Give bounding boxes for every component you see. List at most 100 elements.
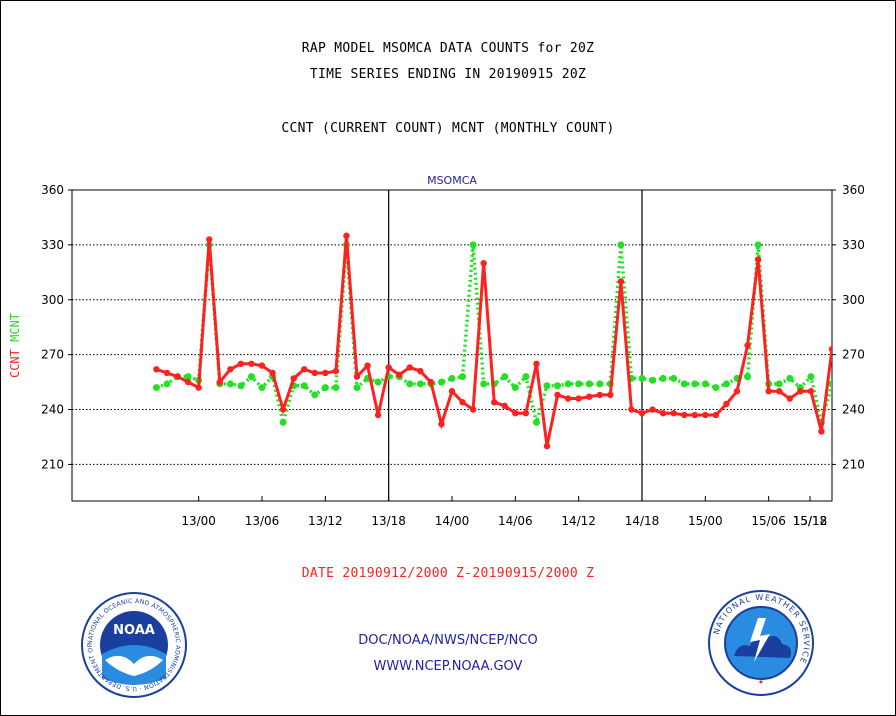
y-axis-label-ccnt: CCNT (8, 349, 22, 378)
chart-subtitle: CCNT (CURRENT COUNT) MCNT (MONTHLY COUNT… (281, 121, 615, 136)
data-point-ccnt (617, 278, 625, 285)
data-point-ccnt (269, 369, 276, 377)
data-point-mcnt (543, 382, 551, 390)
x-tick-label: 15/06 (751, 514, 786, 528)
data-point-ccnt (860, 390, 866, 396)
y-tick-label-right: 240 (842, 403, 865, 417)
data-point-mcnt (416, 380, 424, 388)
data-point-mcnt (754, 241, 762, 249)
data-point-ccnt (227, 366, 234, 373)
data-point-ccnt (332, 367, 340, 375)
data-point-mcnt (585, 380, 593, 388)
y-tick-label-right: 210 (842, 457, 865, 471)
data-point-mcnt (480, 380, 488, 388)
data-point-ccnt (681, 411, 688, 419)
series-mcnt (152, 241, 896, 430)
data-point-mcnt (511, 384, 519, 392)
data-point-mcnt (850, 380, 857, 387)
data-point-ccnt (364, 362, 371, 369)
data-point-ccnt (649, 406, 656, 413)
data-point-ccnt (702, 411, 709, 419)
data-point-ccnt (533, 360, 540, 367)
data-point-ccnt (322, 369, 329, 377)
data-point-mcnt (775, 380, 783, 388)
data-point-ccnt (797, 388, 804, 395)
x-tick-label: 14/00 (435, 514, 470, 528)
chart-inner-title: MSOMCA (427, 174, 477, 187)
data-point-mcnt (532, 418, 540, 426)
data-point-ccnt (491, 399, 498, 406)
data-point-mcnt (469, 241, 477, 249)
nws-logo: ★ NATIONAL WEATHER SERVICE (708, 590, 814, 696)
data-point-ccnt (501, 402, 508, 410)
data-point-mcnt (691, 380, 699, 388)
data-point-ccnt (733, 388, 741, 395)
data-point-mcnt (554, 382, 562, 390)
data-point-mcnt (617, 241, 625, 249)
data-point-ccnt (543, 442, 551, 450)
y-tick-label-left: 360 (41, 183, 64, 197)
data-point-mcnt (670, 374, 678, 382)
data-point-mcnt (448, 374, 456, 382)
data-point-ccnt (871, 390, 877, 396)
data-point-ccnt (216, 378, 223, 386)
data-point-ccnt (290, 375, 297, 382)
data-point-ccnt (248, 360, 255, 367)
data-point-ccnt (417, 367, 424, 375)
data-point-ccnt (744, 342, 751, 349)
data-point-mcnt (828, 380, 832, 388)
x-tick-label: 15/18 (793, 514, 828, 528)
data-point-ccnt (754, 256, 762, 263)
data-point-mcnt (247, 373, 255, 381)
data-point-mcnt (892, 241, 896, 248)
noaa-emblem-text: NOAA (113, 623, 155, 638)
data-point-ccnt (607, 391, 614, 399)
data-point-ccnt (301, 366, 308, 373)
data-point-mcnt (596, 380, 604, 388)
data-point-ccnt (776, 388, 783, 395)
data-point-ccnt (311, 369, 318, 377)
data-point-mcnt (152, 384, 160, 392)
x-tick-label: 14/18 (625, 514, 660, 528)
y-tick-label-right: 330 (842, 238, 865, 252)
data-point-mcnt (237, 382, 245, 390)
data-point-ccnt (522, 409, 530, 417)
data-point-ccnt (153, 366, 160, 373)
x-tick-label: 13/00 (181, 514, 216, 528)
data-point-ccnt (195, 384, 202, 391)
data-point-ccnt (206, 236, 213, 243)
x-tick-label: 13/06 (245, 514, 280, 528)
org-line: DOC/NOAA/NWS/NCEP/NCO (358, 633, 538, 648)
y-tick-label-left: 330 (41, 238, 64, 252)
data-point-ccnt (628, 406, 635, 413)
noaa-logo: NOAA NATIONAL OCEANIC AND ATMOSPHERIC AD… (81, 592, 187, 698)
data-point-ccnt (163, 369, 171, 377)
data-point-ccnt (385, 364, 392, 371)
data-point-ccnt (469, 406, 477, 413)
data-point-mcnt (353, 384, 361, 392)
url-line[interactable]: WWW.NCEP.NOAA.GOV (373, 659, 523, 674)
y-axis-label-mcnt: MCNT (8, 313, 22, 349)
y-tick-label-right: 270 (842, 348, 865, 362)
data-point-mcnt (374, 378, 382, 386)
data-point-mcnt (712, 384, 720, 392)
data-point-ccnt (396, 371, 403, 378)
data-point-mcnt (786, 374, 794, 382)
nws-star-icon: ★ (758, 677, 764, 687)
data-point-ccnt (786, 395, 793, 402)
x-tick-label: 15/00 (688, 514, 723, 528)
y-tick-label-right: 300 (842, 293, 865, 307)
data-point-ccnt (258, 362, 266, 369)
data-point-mcnt (226, 380, 234, 388)
data-point-ccnt (438, 420, 445, 428)
data-point-ccnt (554, 391, 561, 399)
series-line-mcnt (155, 244, 832, 430)
data-point-mcnt (860, 380, 867, 387)
data-point-mcnt (839, 384, 846, 391)
y-tick-label-left: 240 (41, 403, 64, 417)
plot-area (71, 189, 833, 502)
data-point-ccnt (892, 251, 896, 257)
data-point-ccnt (765, 388, 772, 395)
data-point-ccnt (512, 409, 519, 417)
